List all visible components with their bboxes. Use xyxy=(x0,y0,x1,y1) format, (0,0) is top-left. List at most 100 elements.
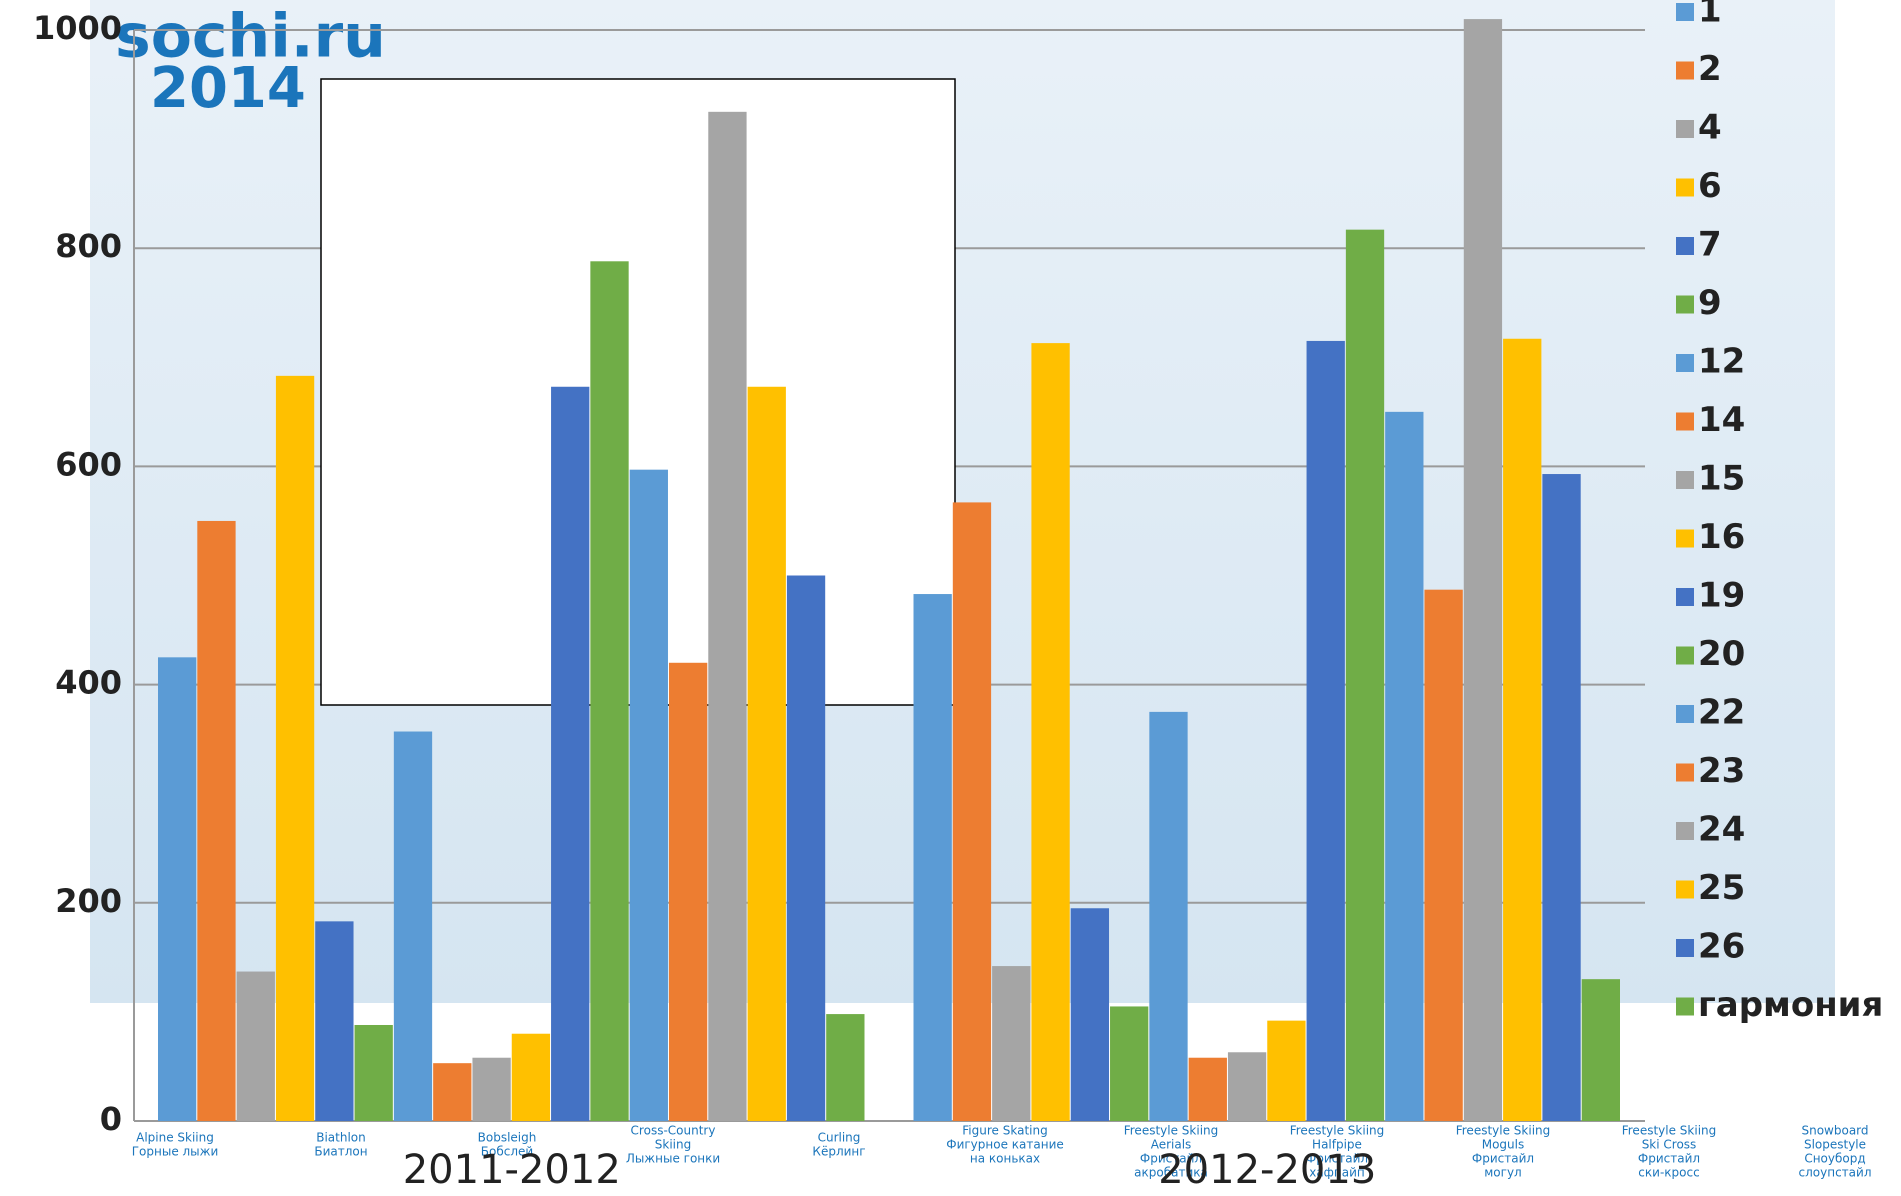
legend-swatch xyxy=(1676,61,1694,80)
legend-swatch xyxy=(1676,354,1694,372)
bar xyxy=(668,662,708,1121)
legend-label: 16 xyxy=(1698,517,1745,557)
legend-swatch xyxy=(1676,763,1694,782)
legend-label: 4 xyxy=(1698,108,1722,148)
legend-label: 20 xyxy=(1698,634,1745,674)
x-tick-label: 2011-2012 xyxy=(403,1147,621,1193)
legend-label: 24 xyxy=(1698,810,1745,850)
sport-label: Skiing xyxy=(655,1138,691,1152)
bar xyxy=(1031,343,1070,1121)
bar xyxy=(1188,1057,1227,1121)
x-tick-label: 2012-2013 xyxy=(1158,1147,1376,1193)
bar xyxy=(826,1014,865,1121)
sport-label: Moguls xyxy=(1482,1138,1525,1152)
legend-label: 23 xyxy=(1698,751,1745,791)
legend-label: 14 xyxy=(1698,400,1745,440)
legend-swatch xyxy=(1676,412,1694,431)
legend-swatch xyxy=(1676,705,1694,723)
legend-label: 7 xyxy=(1698,225,1722,265)
bar xyxy=(197,520,236,1121)
bar xyxy=(1345,229,1385,1121)
legend-label: 2 xyxy=(1698,49,1722,89)
bar xyxy=(1306,340,1345,1121)
bar xyxy=(992,966,1031,1121)
y-tick-label: 400 xyxy=(55,664,122,702)
bar xyxy=(1424,589,1463,1121)
legend-swatch xyxy=(1676,120,1694,138)
legend-swatch xyxy=(1676,880,1694,899)
legend-swatch xyxy=(1676,295,1694,314)
bar xyxy=(354,1024,393,1121)
sport-label: акробатика xyxy=(1134,1166,1208,1180)
sport-label: Фристайл xyxy=(1306,1152,1368,1166)
bar xyxy=(1542,474,1581,1121)
sport-label: Бобслей xyxy=(481,1145,533,1159)
sport-label: хафпайп xyxy=(1309,1166,1365,1180)
bar xyxy=(1385,411,1424,1122)
legend-swatch xyxy=(1676,3,1694,21)
legend-label: 6 xyxy=(1698,166,1722,206)
sport-label: Кёрлинг xyxy=(812,1145,865,1159)
legend-label: 9 xyxy=(1698,283,1722,323)
bar xyxy=(786,575,826,1121)
bar xyxy=(913,594,952,1121)
sport-label: Alpine Skiing xyxy=(136,1131,214,1145)
sport-label: Ski Cross xyxy=(1642,1138,1697,1152)
sport-label: Halfpipe xyxy=(1312,1138,1362,1152)
legend-swatch xyxy=(1676,646,1694,665)
sport-label: Figure Skating xyxy=(962,1124,1047,1138)
sport-label: Фристайл xyxy=(1472,1152,1534,1166)
bar xyxy=(393,731,433,1121)
logo-text: 2014 xyxy=(150,56,306,121)
sport-label: Биатлон xyxy=(314,1145,367,1159)
sport-label: Bobsleigh xyxy=(478,1131,537,1145)
bar xyxy=(1463,19,1503,1122)
sport-label: на коньках xyxy=(970,1152,1040,1166)
sport-label: Cross-Country xyxy=(631,1124,716,1138)
sport-label: Сноуборд xyxy=(1804,1152,1865,1166)
sport-label: Freestyle Skiing xyxy=(1456,1124,1551,1138)
bar xyxy=(1070,908,1110,1121)
bar xyxy=(1110,1006,1149,1121)
bar xyxy=(275,375,315,1121)
bar xyxy=(551,386,590,1122)
legend-label: 19 xyxy=(1698,576,1745,616)
sport-label: Snowboard xyxy=(1801,1124,1868,1138)
bar xyxy=(952,502,992,1121)
sport-label: ски-кросс xyxy=(1638,1166,1699,1180)
bar xyxy=(1503,338,1542,1121)
bar xyxy=(1581,979,1620,1121)
legend-swatch xyxy=(1676,237,1694,255)
legend-swatch xyxy=(1676,529,1694,548)
sport-label: Slopestyle xyxy=(1804,1138,1866,1152)
y-tick-label: 200 xyxy=(55,882,122,920)
bar xyxy=(590,261,629,1121)
legend-label: 25 xyxy=(1698,868,1745,908)
legend-swatch xyxy=(1676,588,1694,606)
bar xyxy=(1149,711,1188,1121)
bar xyxy=(1227,1052,1267,1121)
sport-label: Фигурное катание xyxy=(946,1138,1064,1152)
sport-label: Freestyle Skiing xyxy=(1290,1124,1385,1138)
y-tick-label: 1000 xyxy=(33,9,122,47)
bar xyxy=(236,971,275,1121)
bar xyxy=(629,469,668,1122)
legend-label: гармония xyxy=(1698,985,1883,1025)
legend-swatch xyxy=(1676,939,1694,957)
sport-label: Biathlon xyxy=(316,1131,366,1145)
bar xyxy=(158,657,197,1121)
sport-label: Freestyle Skiing xyxy=(1124,1124,1219,1138)
sport-label: Лыжные гонки xyxy=(626,1152,720,1166)
bar xyxy=(708,111,747,1121)
bar xyxy=(747,386,786,1122)
legend-label: 1 xyxy=(1698,0,1722,31)
bar xyxy=(472,1057,511,1121)
legend-swatch xyxy=(1676,471,1694,489)
bar xyxy=(433,1063,472,1121)
bar xyxy=(1267,1020,1306,1121)
legend-label: 15 xyxy=(1698,459,1745,499)
sport-label: Фристайл xyxy=(1140,1152,1202,1166)
logo-text: sochi.ru xyxy=(115,2,386,72)
legend-swatch xyxy=(1676,178,1694,197)
sport-label: Горные лыжи xyxy=(132,1145,219,1159)
